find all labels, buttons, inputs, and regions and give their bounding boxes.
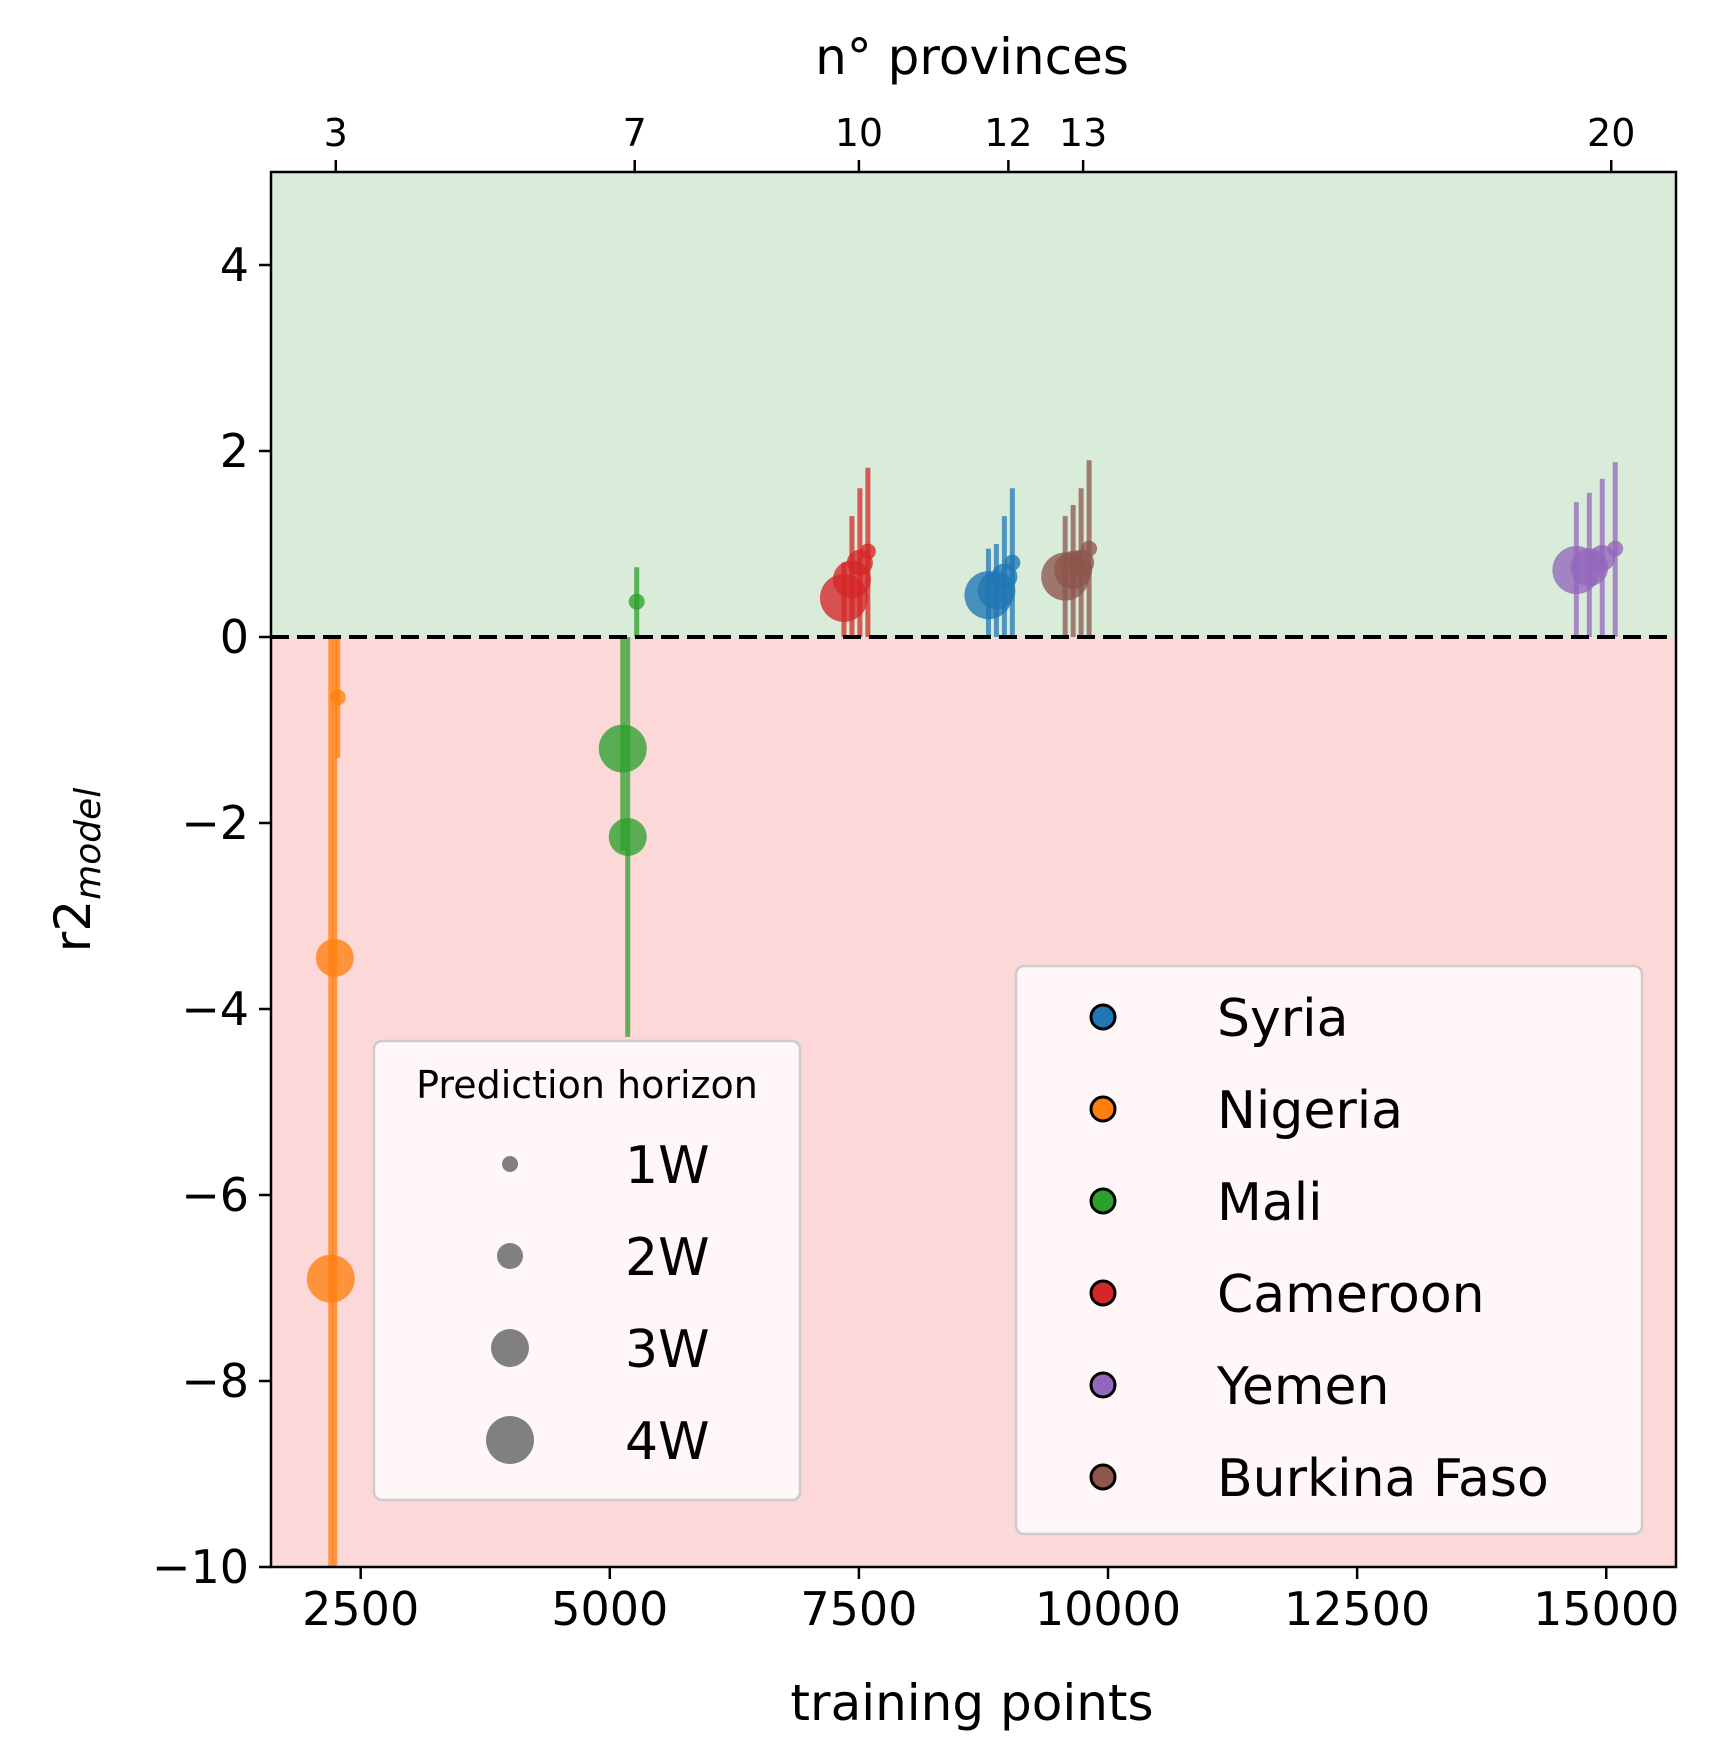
size-legend-label: 1W: [625, 1136, 710, 1196]
y-tick-label: −2: [181, 796, 249, 850]
country-legend-box: [1014, 964, 1644, 1536]
legend-marker-burkina-faso: [1089, 1463, 1117, 1491]
point-yemen-1w: [1607, 540, 1624, 557]
size-legend-label: 3W: [625, 1320, 710, 1380]
top-tick-label: 10: [835, 111, 883, 155]
legend-label-mali: Mali: [1217, 1173, 1323, 1233]
top-tick-label: 12: [984, 111, 1032, 155]
x-tick-label: 7500: [800, 1582, 917, 1636]
y-axis-label: r2model: [44, 788, 109, 952]
size-legend-marker-1w: [502, 1156, 518, 1172]
point-burkina-faso-1w: [1081, 540, 1098, 557]
x-tick-label: 2500: [302, 1582, 419, 1636]
top-axis-label: n° provinces: [815, 28, 1129, 86]
legend-label-burkina-faso: Burkina Faso: [1217, 1449, 1549, 1509]
region-0: [271, 172, 1676, 637]
legend-marker-syria: [1089, 1003, 1117, 1031]
top-axis-ticks: 3 7 10 12 13 20: [324, 111, 1635, 172]
x-tick-label: 10000: [1035, 1582, 1181, 1636]
legend-label-cameroon: Cameroon: [1217, 1265, 1485, 1325]
top-tick-label: 3: [324, 111, 348, 155]
country-legend-items: Syria Nigeria Mali Cameroon Yemen Burkina Fas…: [1089, 989, 1549, 1509]
top-tick-label: 20: [1587, 111, 1635, 155]
y-tick-label: −8: [181, 1354, 249, 1408]
y-axis-label-sub: model: [68, 788, 109, 900]
plot-frame: [269, 170, 1678, 1569]
size-legend-items: 1W 2W 3W 4W: [486, 1136, 710, 1472]
top-tick-label: 7: [623, 111, 647, 155]
point-cameroon-1w: [859, 543, 876, 560]
top-tick-label: 13: [1059, 111, 1107, 155]
size-legend-marker-4w: [486, 1416, 534, 1464]
x-tick-label: 12500: [1284, 1582, 1430, 1636]
size-legend: Prediction horizon 1W 2W 3W 4W: [372, 1039, 802, 1502]
size-legend-title: Prediction horizon: [416, 1063, 758, 1107]
y-tick-label: 4: [220, 238, 249, 292]
legend-label-nigeria: Nigeria: [1217, 1081, 1403, 1141]
x-tick-label: 15000: [1533, 1582, 1679, 1636]
legend-marker-cameroon: [1089, 1279, 1117, 1307]
size-legend-label: 2W: [625, 1228, 710, 1288]
point-mali-1w: [628, 593, 645, 610]
point-mali-4w: [598, 724, 647, 773]
x-axis-label: training points: [790, 1674, 1153, 1732]
legend-marker-nigeria: [1089, 1095, 1117, 1123]
y-tick-label: −10: [152, 1540, 249, 1594]
x-axis-ticks: 2500 5000 7500 10000 12500 15000: [302, 1567, 1679, 1636]
point-nigeria-4w: [306, 1254, 355, 1303]
size-legend-box: [372, 1039, 802, 1502]
point-nigeria-1w: [329, 689, 346, 706]
size-legend-label: 4W: [625, 1412, 710, 1472]
legend-label-yemen: Yemen: [1216, 1357, 1389, 1417]
point-syria-1w: [1004, 554, 1021, 571]
size-legend-marker-3w: [491, 1329, 529, 1367]
legend-label-syria: Syria: [1217, 989, 1348, 1049]
data-points: [306, 540, 1624, 1303]
y-tick-label: 0: [220, 610, 249, 664]
x-tick-label: 5000: [551, 1582, 668, 1636]
legend-marker-mali: [1089, 1187, 1117, 1215]
svg-text:r2model: r2model: [44, 788, 109, 952]
y-axis-ticks: −10 −8 −6 −4 −2 0 2 4: [152, 238, 271, 1594]
legend-marker-yemen: [1089, 1371, 1117, 1399]
y-tick-label: 2: [220, 424, 249, 478]
y-tick-label: −6: [181, 1168, 249, 1222]
point-mali-3w: [608, 817, 647, 856]
point-nigeria-3w: [315, 938, 354, 977]
size-legend-marker-2w: [497, 1243, 523, 1269]
y-tick-label: −4: [181, 982, 249, 1036]
y-axis-label-main: r2: [44, 900, 102, 952]
country-legend: Syria Nigeria Mali Cameroon Yemen Burkina Fas…: [1014, 964, 1644, 1536]
